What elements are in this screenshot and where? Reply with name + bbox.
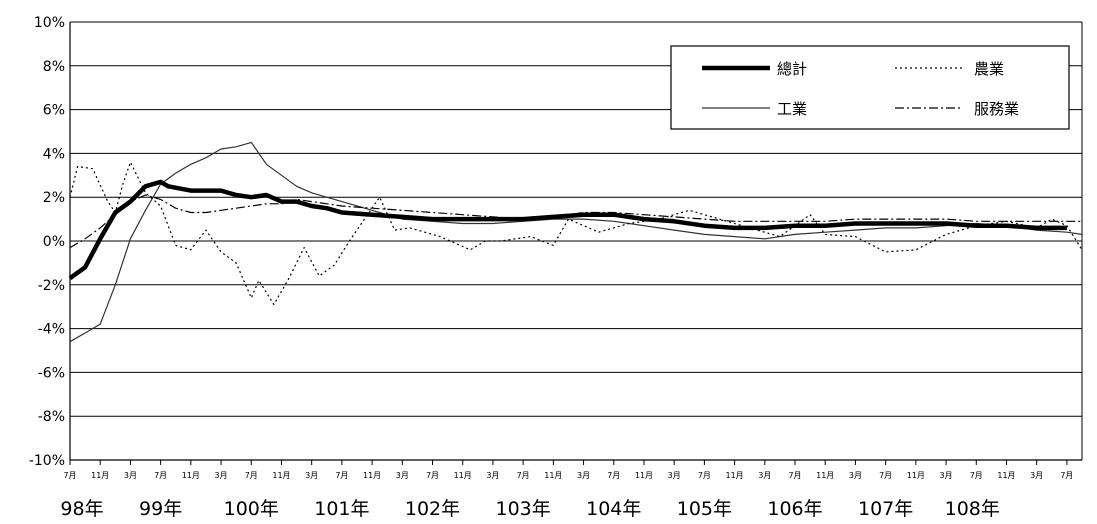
x-tick-label: 11月	[726, 471, 744, 480]
x-tick-label: 3月	[668, 471, 681, 480]
x-tick-label: 11月	[363, 471, 381, 480]
y-tick-label: -10%	[29, 453, 65, 469]
y-tick-label: 0%	[43, 234, 65, 250]
y-tick-label: 6%	[43, 103, 65, 119]
x-tick-label: 7月	[426, 471, 439, 480]
year-label: 101年	[314, 498, 369, 520]
year-label: 100年	[224, 498, 279, 520]
legend-label-服務業: 服務業	[974, 100, 1019, 118]
x-tick-label: 7月	[879, 471, 892, 480]
x-tick-label: 11月	[816, 471, 834, 480]
x-tick-label: 11月	[907, 471, 925, 480]
x-tick-label: 3月	[124, 471, 137, 480]
year-label: 107年	[858, 498, 913, 520]
x-tick-label: 3月	[486, 471, 499, 480]
x-tick-label: 7月	[698, 471, 711, 480]
x-tick-label: 7月	[245, 471, 258, 480]
y-tick-label: -2%	[38, 278, 65, 294]
x-tick-label: 3月	[849, 471, 862, 480]
series-line-服務業	[69, 194, 1082, 249]
y-tick-label: 4%	[43, 146, 65, 162]
x-tick-label: 11月	[544, 471, 562, 480]
x-tick-label: 7月	[63, 471, 76, 480]
x-tick-label: 11月	[182, 471, 200, 480]
y-tick-label: -8%	[38, 409, 65, 425]
y-tick-label: 8%	[43, 59, 65, 75]
series-line-工業	[69, 141, 1083, 343]
x-tick-label: 7月	[970, 471, 983, 480]
x-tick-label: 11月	[91, 471, 109, 480]
legend-label-總計: 總計	[777, 60, 807, 78]
legend: 總計 農業 工業 服務業	[670, 45, 1070, 130]
year-label: 99年	[139, 498, 182, 520]
x-tick-label: 3月	[758, 471, 771, 480]
y-tick-label: 2%	[43, 190, 65, 206]
x-tick-label: 7月	[154, 471, 167, 480]
legend-box	[670, 45, 1070, 130]
year-label: 98年	[60, 498, 103, 520]
year-label: 102年	[405, 498, 460, 520]
series-lines	[68, 141, 1083, 343]
year-label: 104年	[586, 498, 641, 520]
year-label: 106年	[767, 498, 822, 520]
y-tick-label: 10%	[34, 15, 65, 31]
x-tick-label: 7月	[517, 471, 530, 480]
x-tick-label: 7月	[788, 471, 801, 480]
x-tick-label: 11月	[635, 471, 653, 480]
y-tick-label: -4%	[38, 322, 65, 338]
legend-label-農業: 農業	[974, 60, 1004, 78]
x-tick-label: 11月	[454, 471, 472, 480]
legend-label-工業: 工業	[777, 100, 807, 118]
year-label: 105年	[677, 498, 732, 520]
x-tick-label: 7月	[335, 471, 348, 480]
series-line-農業	[69, 161, 1083, 306]
x-tick-label: 3月	[396, 471, 409, 480]
x-tick-label: 3月	[1030, 471, 1043, 480]
x-tick-label: 3月	[214, 471, 227, 480]
x-tick-label: 3月	[577, 471, 590, 480]
y-tick-label: -6%	[38, 365, 65, 381]
x-tick-label: 3月	[305, 471, 318, 480]
x-tick-label: 11月	[997, 471, 1015, 480]
x-tick-label: 7月	[607, 471, 620, 480]
year-label: 108年	[945, 498, 1000, 520]
axes: 10% 8% 6% 4% 2% 0% -2% -4% -6% -8% -10% 7月 11月 3月 7月 11…	[29, 15, 1083, 520]
x-tick-label: 7月	[1060, 471, 1073, 480]
year-label: 103年	[496, 498, 551, 520]
x-tick-label: 3月	[940, 471, 953, 480]
series-line-總計	[68, 179, 1067, 281]
x-tick-label: 11月	[272, 471, 290, 480]
